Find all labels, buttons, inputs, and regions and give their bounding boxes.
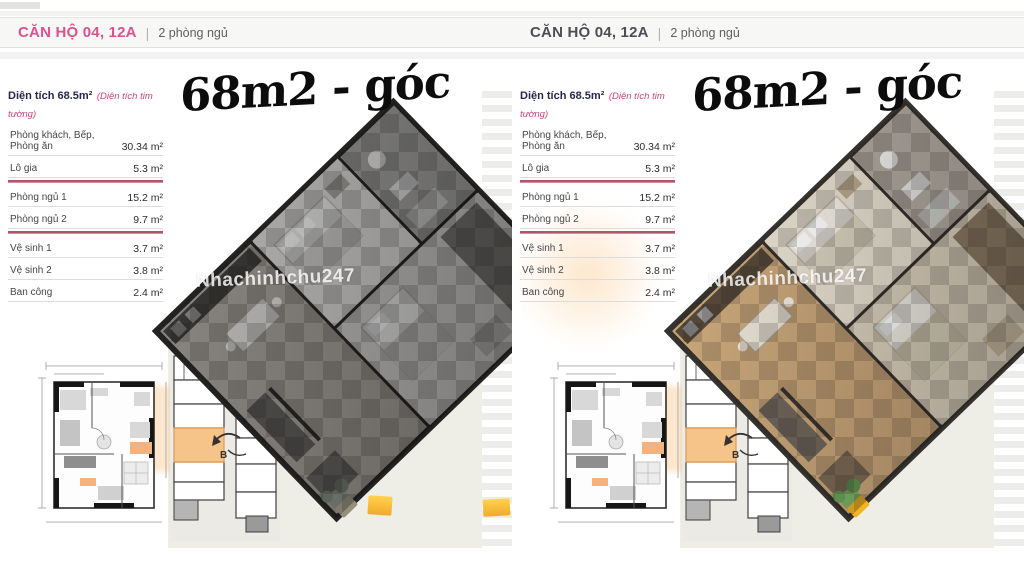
table-row: Phòng khách, Bếp, Phòng ăn 30.34 m² [520, 127, 675, 156]
unit-header: CĂN HỘ 04, 12A | 2 phòng ngủ [0, 17, 512, 48]
header-separator: | [145, 24, 150, 41]
area-note: (Diện tích tim tường) [8, 91, 153, 121]
top-stripe [0, 2, 40, 9]
table-row: Vệ sinh 1 3.7 m² [8, 236, 163, 258]
yellow-marker [482, 498, 511, 517]
table-row: Lô gia 5.3 m² [520, 156, 675, 178]
group-divider [520, 230, 675, 234]
keyplan-direction-label: B [732, 450, 739, 461]
total-area: Diện tích 68.5m² [8, 90, 93, 102]
bedroom-count: 2 phòng ngủ [158, 25, 228, 40]
floorplan-3d-render [663, 97, 1024, 523]
table-row: Ban công 2.4 m² [520, 280, 675, 302]
cad-floorplan [550, 362, 679, 523]
bedroom-count: 2 phòng ngủ [670, 25, 740, 40]
listing-card-left[interactable]: CĂN HỘ 04, 12A | 2 phòng ngủ Diện tích 6… [0, 0, 512, 575]
unit-title: CĂN HỘ 04, 12A [530, 24, 649, 41]
group-divider [8, 179, 163, 183]
table-row: Phòng ngủ 2 9.7 m² [520, 207, 675, 229]
table-row: Phòng khách, Bếp, Phòng ăn 30.34 m² [8, 127, 163, 156]
floorplan-3d-render [151, 97, 512, 523]
group-divider [8, 230, 163, 234]
table-row: Vệ sinh 2 3.8 m² [520, 258, 675, 280]
table-row: Vệ sinh 1 3.7 m² [520, 236, 675, 258]
table-row: Lô gia 5.3 m² [8, 156, 163, 178]
building-keyplan: B [170, 350, 280, 542]
table-row: Phòng ngủ 2 9.7 m² [8, 207, 163, 229]
table-row: Ban công 2.4 m² [8, 280, 163, 302]
area-table: Diện tích 68.5m² (Diện tích tim tường) P… [520, 86, 675, 302]
cad-floorplan [38, 362, 167, 523]
table-row: Phòng ngủ 1 15.2 m² [520, 185, 675, 207]
unit-title: CĂN HỘ 04, 12A [18, 24, 137, 41]
listing-card-right[interactable]: CĂN HỘ 04, 12A | 2 phòng ngủ Diện tích 6… [512, 0, 1024, 575]
orange-glow [512, 200, 662, 350]
total-area: Diện tích 68.5m² [520, 90, 605, 102]
sub-stripe [0, 52, 512, 59]
table-row: Vệ sinh 2 3.8 m² [8, 258, 163, 280]
yellow-marker [367, 495, 393, 516]
table-row: Phòng ngủ 1 15.2 m² [8, 185, 163, 207]
sub-stripe [512, 52, 1024, 59]
area-table-heading: Diện tích 68.5m² (Diện tích tim tường) [8, 86, 163, 123]
top-stripe [0, 11, 512, 16]
unit-header: CĂN HỘ 04, 12A | 2 phòng ngủ [512, 17, 1024, 48]
area-table-heading: Diện tích 68.5m² (Diện tích tim tường) [520, 86, 675, 123]
area-note: (Diện tích tim tường) [520, 91, 665, 121]
top-stripe [512, 11, 1024, 16]
area-table: Diện tích 68.5m² (Diện tích tim tường) P… [8, 86, 163, 302]
group-divider [520, 179, 675, 183]
header-separator: | [657, 24, 662, 41]
keyplan-direction-label: B [220, 450, 227, 461]
